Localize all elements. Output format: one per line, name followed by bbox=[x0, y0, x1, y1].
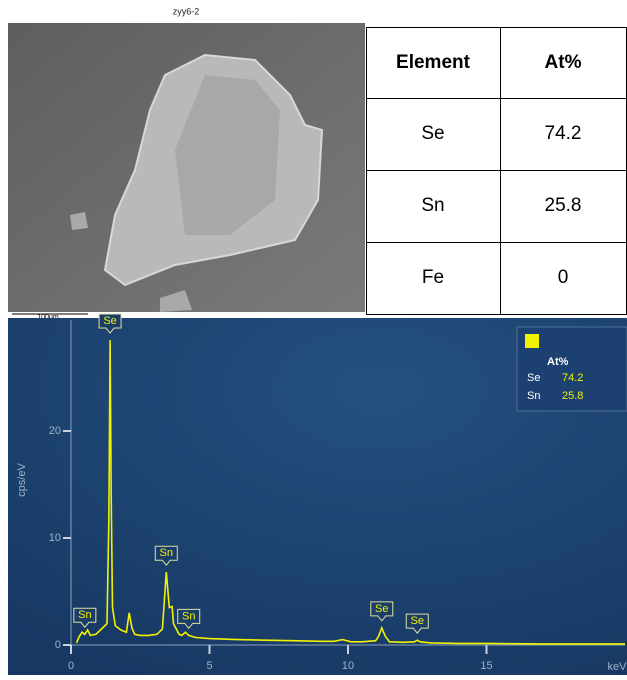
x-tick-label: 15 bbox=[480, 660, 492, 672]
table-cell: Se bbox=[421, 123, 444, 144]
table-cell: Sn bbox=[421, 195, 444, 216]
y-tick-label: 0 bbox=[55, 639, 61, 651]
y-tick-label: 10 bbox=[49, 532, 61, 544]
x-axis-label: keV bbox=[608, 661, 627, 673]
debris bbox=[70, 212, 88, 230]
x-tick-label: 10 bbox=[342, 660, 354, 672]
y-tick-label: 20 bbox=[49, 425, 61, 437]
image-title: zyy6-2 bbox=[173, 6, 200, 16]
legend-swatch bbox=[525, 334, 539, 348]
legend-name: Se bbox=[527, 372, 540, 384]
table-cell: 0 bbox=[558, 267, 569, 288]
peak-label: Sn bbox=[182, 610, 195, 622]
peak-label: Se bbox=[103, 315, 116, 327]
table-header: Element bbox=[396, 52, 471, 73]
legend-value: 25.8 bbox=[562, 390, 583, 402]
legend-title: At% bbox=[547, 356, 569, 368]
x-tick-label: 5 bbox=[206, 660, 212, 672]
page: zyy6-2 100μm cps/eV keV At% Se 74.2 Sn 2… bbox=[0, 0, 627, 675]
table-header: At% bbox=[545, 52, 582, 73]
peak-label: Sn bbox=[78, 609, 91, 621]
x-tick-label: 0 bbox=[68, 660, 74, 672]
legend-name: Sn bbox=[527, 390, 540, 402]
peak-label: Se bbox=[375, 603, 388, 615]
peak-label: Se bbox=[411, 615, 424, 627]
table-cell: Fe bbox=[422, 267, 444, 288]
legend-value: 74.2 bbox=[562, 372, 583, 384]
table-cell: 25.8 bbox=[545, 195, 582, 216]
table-cell: 74.2 bbox=[545, 123, 582, 144]
peak-label: Sn bbox=[160, 547, 173, 559]
y-axis-label: cps/eV bbox=[16, 463, 28, 497]
